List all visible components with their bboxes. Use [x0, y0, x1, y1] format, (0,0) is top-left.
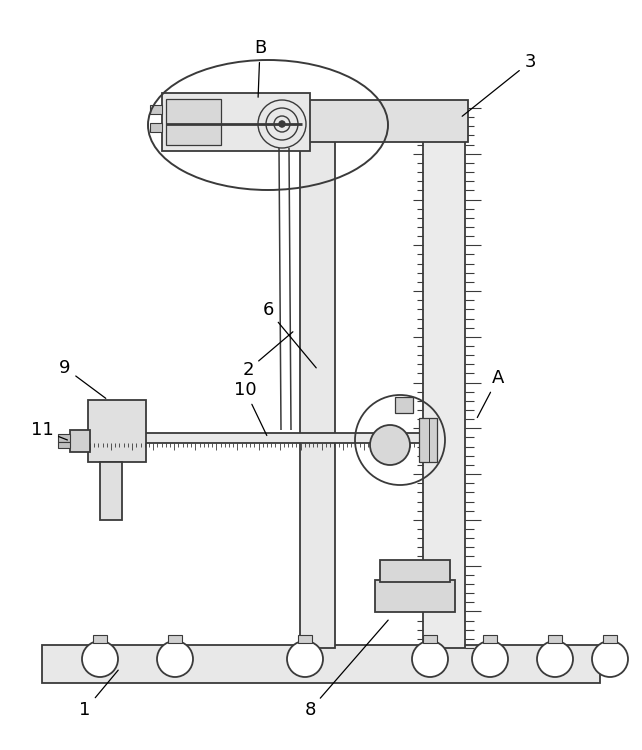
Bar: [483, 635, 497, 643]
Bar: [375, 580, 455, 612]
Circle shape: [279, 121, 285, 127]
Text: 10: 10: [234, 381, 267, 436]
Bar: [162, 93, 310, 151]
Bar: [166, 99, 221, 145]
Bar: [100, 462, 122, 520]
Text: 3: 3: [462, 53, 536, 116]
Circle shape: [472, 641, 508, 677]
Bar: [423, 635, 437, 643]
Bar: [58, 434, 70, 442]
Circle shape: [370, 425, 410, 465]
Bar: [419, 418, 437, 462]
Bar: [70, 430, 90, 452]
Text: 11: 11: [31, 421, 67, 440]
Bar: [90, 433, 427, 443]
Bar: [395, 397, 413, 413]
Circle shape: [157, 641, 193, 677]
Text: 2: 2: [242, 332, 293, 379]
Circle shape: [412, 641, 448, 677]
Bar: [88, 400, 146, 462]
Bar: [298, 635, 312, 643]
Text: 8: 8: [304, 620, 388, 719]
Bar: [300, 100, 468, 142]
Text: B: B: [254, 39, 266, 98]
Bar: [93, 635, 107, 643]
Bar: [300, 108, 335, 648]
Bar: [380, 560, 450, 582]
Circle shape: [537, 641, 573, 677]
Bar: [150, 123, 162, 132]
Bar: [150, 105, 162, 114]
Circle shape: [82, 641, 118, 677]
Bar: [603, 635, 617, 643]
Bar: [42, 645, 600, 683]
Bar: [168, 635, 182, 643]
Bar: [548, 635, 562, 643]
Text: 1: 1: [80, 670, 118, 719]
Text: 6: 6: [263, 301, 317, 368]
Bar: [58, 442, 70, 448]
Circle shape: [287, 641, 323, 677]
Circle shape: [592, 641, 628, 677]
Text: A: A: [477, 369, 504, 418]
Text: 9: 9: [59, 359, 106, 398]
Bar: [423, 108, 465, 648]
